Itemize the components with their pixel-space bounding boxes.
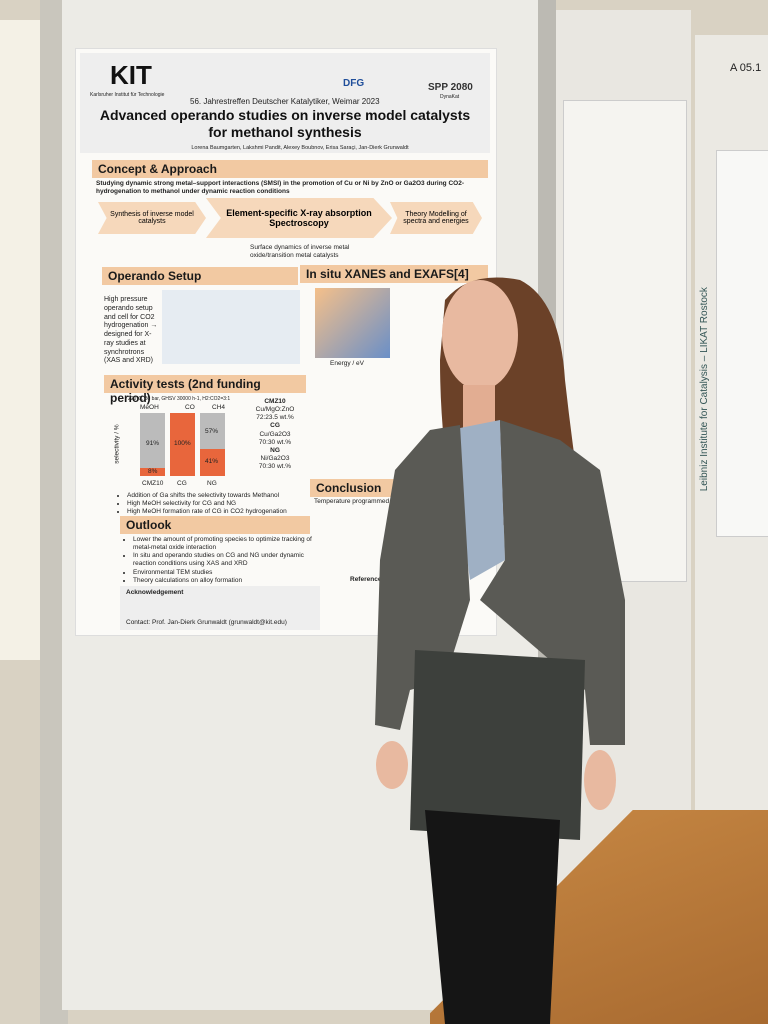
category: CMZ10 [142,480,164,487]
references: References [350,576,386,583]
step: Element-specific X-ray absorption Spectr… [206,198,392,238]
skirt [410,650,585,840]
right-poster [716,150,768,537]
kit-logo: KIT [110,60,152,90]
section-heading: Conclusion [310,479,400,497]
outlook-bullets: Lower the amount of promoting species to… [124,536,323,585]
catalyst: 70:30 wt.% [258,438,292,446]
section-heading: Concept & Approach [92,160,488,178]
bullet: Addition of Ga shifts the selectivity to… [127,492,317,500]
concept-text: Studying dynamic strong metal–support in… [96,180,464,196]
header [80,53,490,153]
acknowledgement: Acknowledgement [126,589,184,596]
step: Synthesis of inverse model catalysts [98,202,206,234]
legend-item: CH4 [212,404,226,411]
category: CG [177,480,187,487]
conditions: 220°C, 30 bar, GHSV 30000 h-1, H2:CO2=3:… [128,396,231,402]
board-number: A 05.1 [730,62,762,74]
catalyst-list: CMZ10 Cu/MgO:ZnO 72:23.5 wt.% CG Cu/Ga2O… [250,398,300,471]
bar-label: 8% [148,468,158,475]
face [442,280,518,390]
bar-label: 100% [174,440,191,447]
category: NG [207,480,217,487]
bar-label: 91% [146,440,160,447]
spp: SPP 2080 [428,82,473,93]
xanes-axis: Energy / eV [330,360,364,367]
catalyst: CMZ10 [264,398,286,405]
section-heading: Outlook [120,516,310,534]
step: Theory Modelling of spectra and energies [390,202,482,234]
activity-bullets: Addition of Ga shifts the selectivity to… [118,492,317,516]
bullet: In situ and operando studies on CG and N… [133,552,323,568]
bar-label: 41% [205,458,219,465]
legend-item: CO [185,404,195,411]
setup-text: High pressure operando setup and cell fo… [104,296,158,365]
bullet: Environmental TEM studies [133,569,323,577]
catalyst: 72:23.5 wt.% [256,414,294,422]
bar-segment [140,413,165,468]
hand [376,741,408,789]
acknowledgement-box [120,586,320,630]
catalyst: NG [270,446,280,454]
institute: Karlsruher Institut für Technologie [90,92,165,98]
bullet: High MeOH formation rate of CG in CO2 hy… [127,508,317,516]
bar-segment [170,413,195,476]
catalyst: 70:30 wt.% [258,463,292,470]
hand [584,750,616,810]
section-heading: Operando Setup [102,267,298,285]
contact: Contact: Prof. Jan-Dierk Grunwaldt (grun… [126,619,287,626]
bar-segment [200,449,225,476]
catalyst: Cu/Ga2O3 [259,430,291,438]
bar-segment [140,468,165,476]
authors: Lorena Baumgarten, Lakshmi Pandit, Alexe… [191,145,409,151]
spp-sub: DynaKat [440,94,460,100]
conference: 56. Jahrestreffen Deutscher Katalytiker,… [190,97,380,106]
xanes-plot [315,288,390,358]
catalyst: Ni/Ga2O3 [260,454,290,462]
section-heading: Activity tests (2nd funding period) [104,375,306,405]
legs [425,810,560,1024]
setup-scheme [162,290,300,364]
shirt [450,420,505,580]
bullet: Lower the amount of promoting species to… [133,536,323,552]
concept-summary: Surface dynamics of inverse metal oxide/… [250,244,350,260]
bar-label: 57% [205,428,219,435]
catalyst: CG [270,422,280,430]
bar-segment [200,413,225,449]
catalyst: Cu/MgO:ZnO [255,406,295,414]
legend-item: MeOH [140,404,159,411]
bullet: High MeOH selectivity for CG and NG [127,500,317,508]
section-heading: In situ XANES and EXAFS[4] [300,265,488,283]
poster-title: Advanced operando studies on inverse mod… [99,107,471,140]
bullet: Theory calculations on alloy formation [133,577,323,585]
conclusion-text: Temperature programmed r [314,498,394,505]
dfg: DFG [343,78,365,89]
